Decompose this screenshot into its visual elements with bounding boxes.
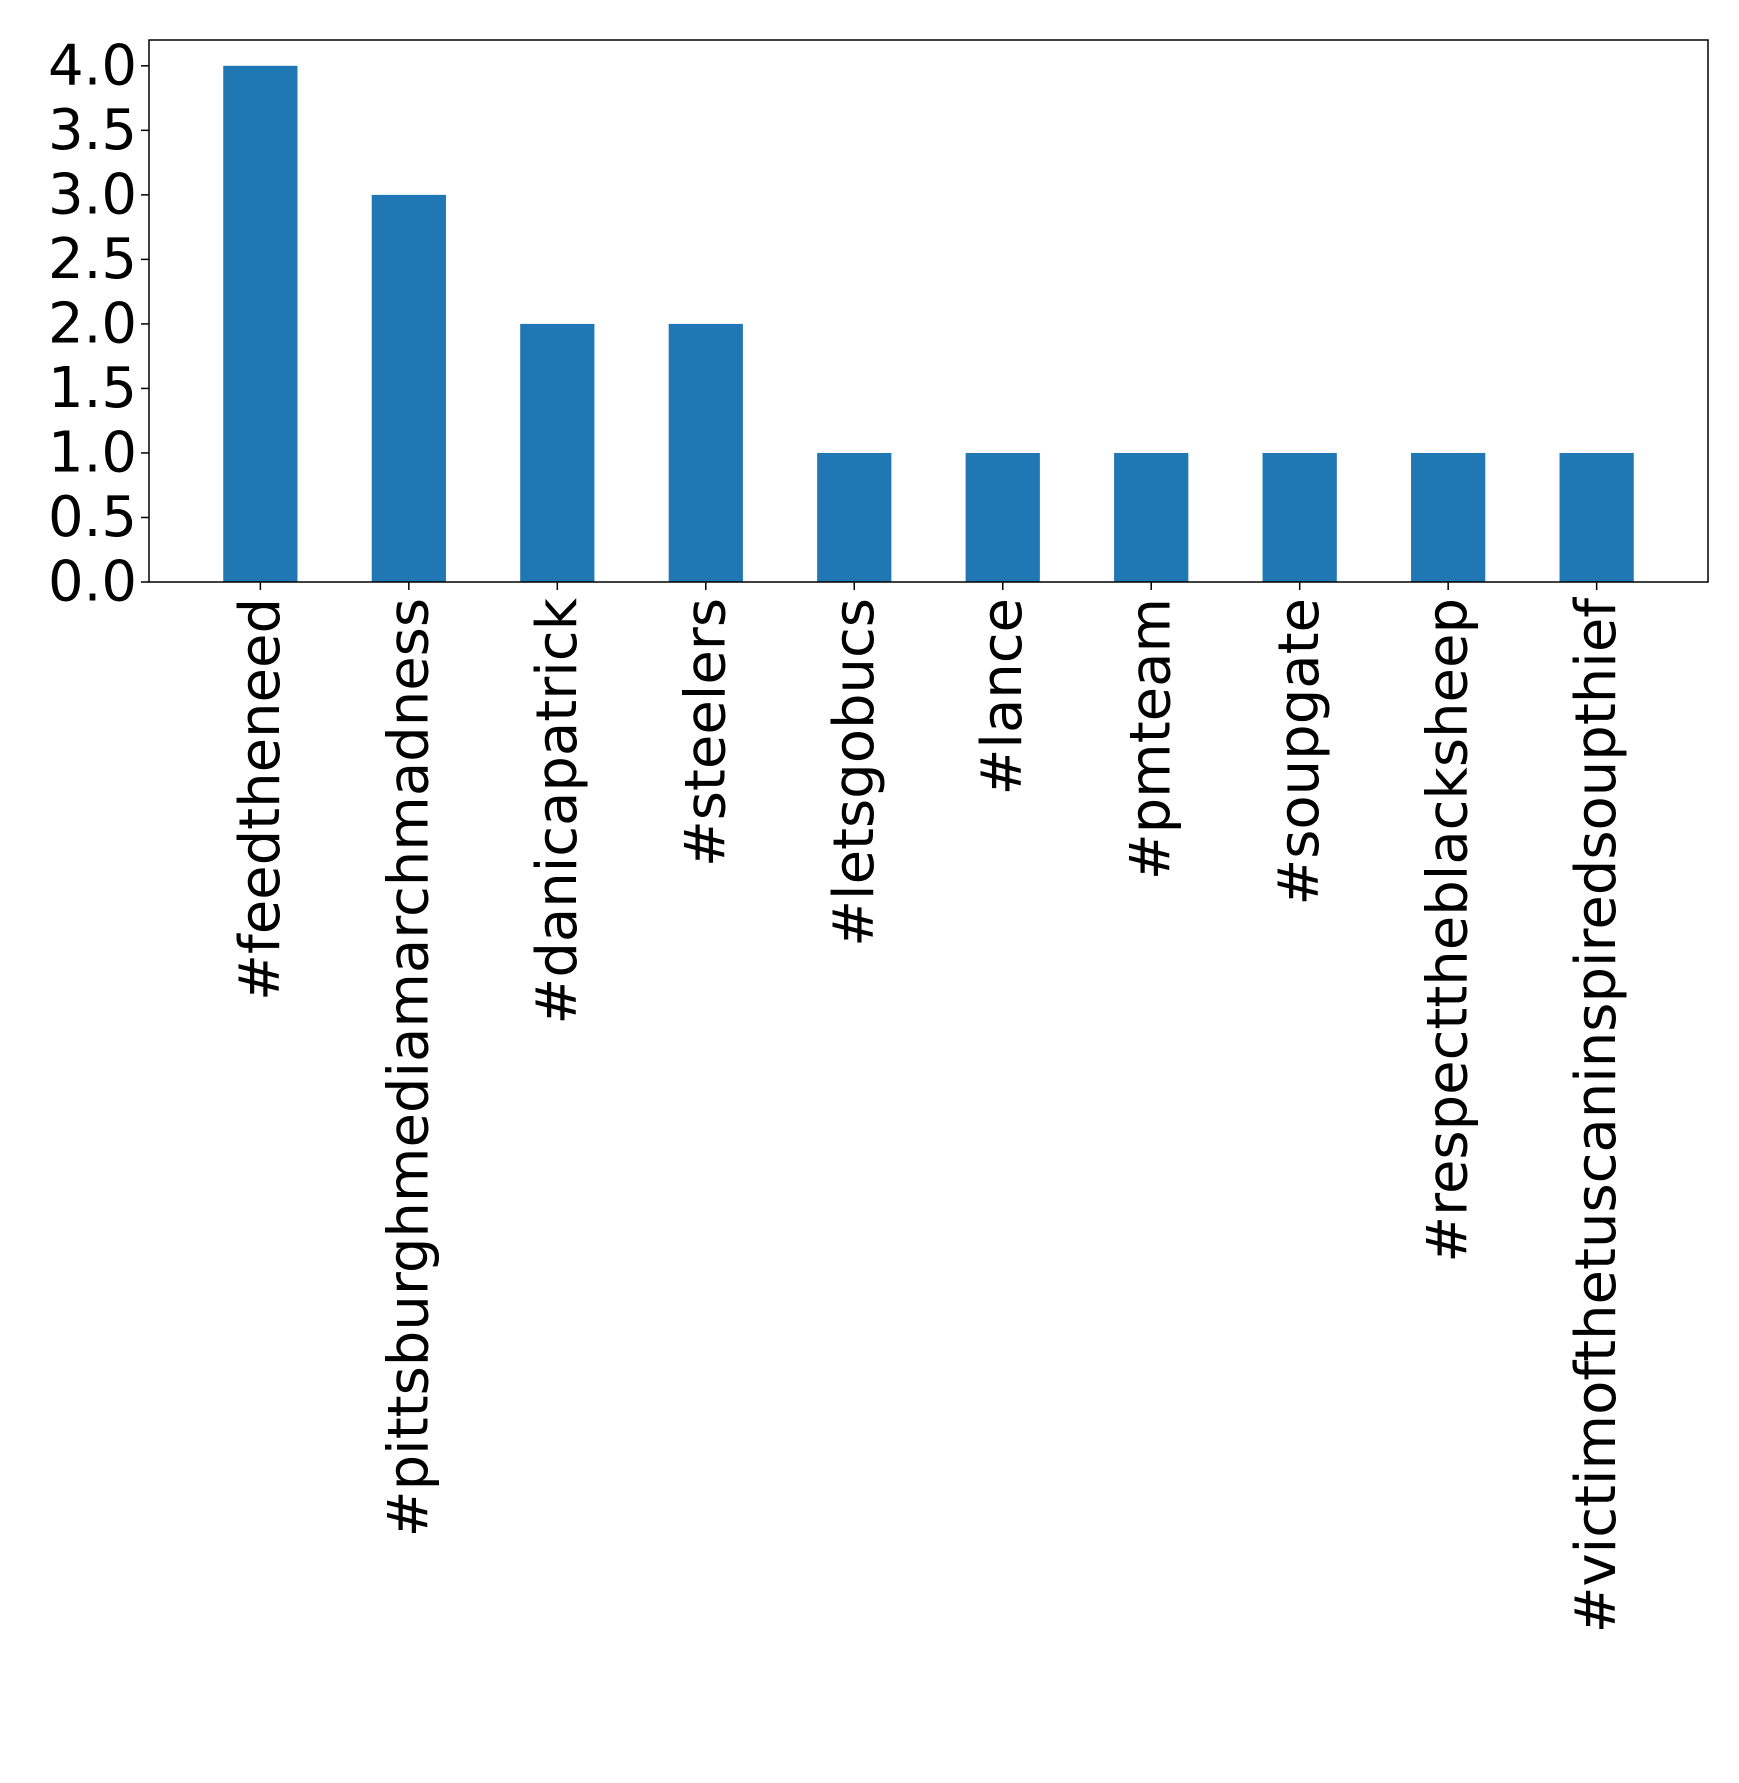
bar-1 (371, 194, 446, 582)
bar-4 (817, 452, 892, 582)
plot-frame (148, 39, 1709, 583)
x-tick-label-8: #respecttheblacksheep (1416, 598, 1481, 1263)
y-tick-label-7: 3.5 (48, 98, 137, 163)
y-tick-label-6: 3.0 (48, 162, 137, 227)
bar-9 (1559, 452, 1634, 582)
x-tick-label-0: #feedtheneed (228, 598, 293, 1001)
bar-6 (1114, 452, 1189, 582)
y-tick-label-1: 0.5 (48, 485, 137, 550)
x-tick-label-6: #pmteam (1119, 598, 1184, 880)
y-tick-label-4: 2.0 (48, 291, 137, 356)
bar-0 (223, 65, 298, 583)
x-tick-label-1: #pittsburghmediamarchmadness (376, 598, 441, 1537)
x-axis: #feedtheneed #pittsburghmediamarchmadness… (228, 582, 1629, 1633)
y-tick-label-0: 0.0 (48, 550, 137, 615)
bar-5 (965, 452, 1040, 582)
x-tick-label-3: #steelers (673, 598, 738, 867)
x-tick-label-7: #soupgate (1267, 598, 1332, 906)
x-tick-label-4: #letsgobucs (822, 598, 887, 947)
bars-group (223, 65, 1634, 583)
x-tick-label-9: #victimofthetuscaninspiredsoupthief (1564, 597, 1629, 1634)
bar-3 (668, 323, 743, 582)
x-tick-label-5: #lance (970, 598, 1035, 796)
y-tick-label-8: 4.0 (48, 33, 137, 98)
y-tick-label-2: 1.0 (48, 420, 137, 485)
y-tick-label-3: 1.5 (48, 356, 137, 421)
bar-8 (1411, 452, 1486, 582)
x-tick-label-2: #danicapatrick (525, 597, 590, 1024)
y-tick-label-5: 2.5 (48, 227, 137, 292)
bar-7 (1262, 452, 1337, 582)
bar-2 (520, 323, 595, 582)
y-axis: 0.00.51.01.52.02.53.03.54.0 (48, 33, 149, 615)
